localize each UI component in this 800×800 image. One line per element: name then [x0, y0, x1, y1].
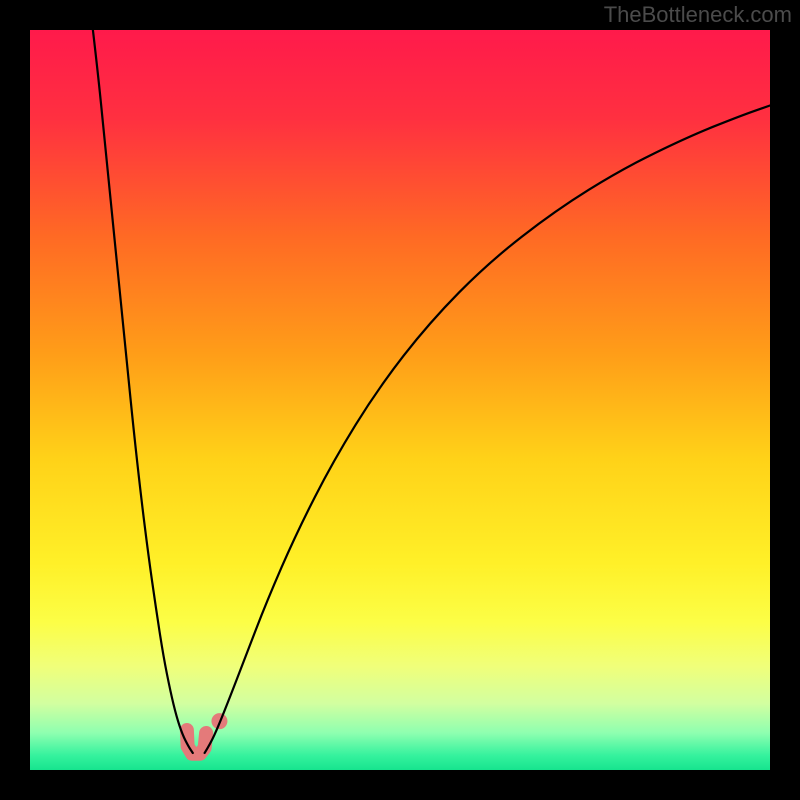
chart-stage: TheBottleneck.com — [0, 0, 800, 800]
bottleneck-chart — [0, 0, 800, 800]
plot-background — [30, 30, 770, 770]
watermark-text: TheBottleneck.com — [604, 2, 792, 28]
